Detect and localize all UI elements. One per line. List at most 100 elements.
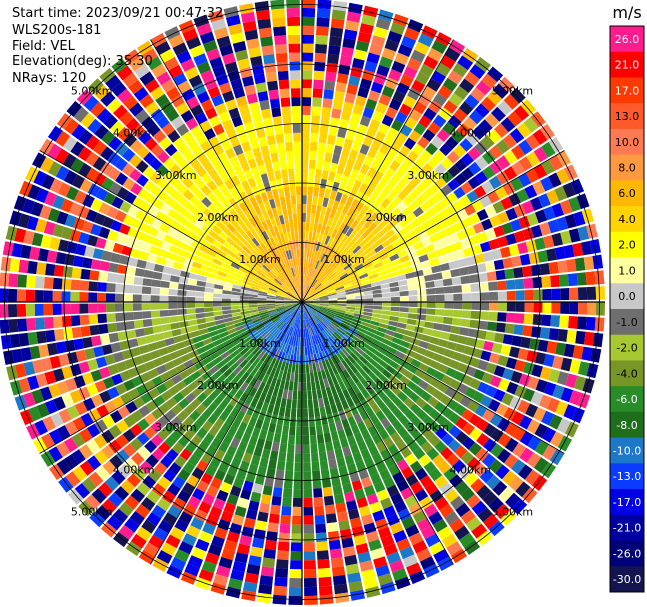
- gate-cell: [449, 359, 461, 370]
- range-ring-label: 5.00km: [492, 505, 534, 518]
- gate-cell: [129, 139, 144, 153]
- gate-cell: [237, 327, 247, 335]
- gate-cell: [116, 419, 129, 433]
- gate-cell: [495, 269, 506, 281]
- gate-cell: [426, 302, 436, 308]
- gate-cell: [576, 193, 590, 210]
- gate-cell: [93, 346, 104, 358]
- gate-cell: [303, 444, 310, 454]
- gate-cell: [207, 168, 219, 180]
- gate-cell: [182, 533, 197, 547]
- gate-cell: [267, 385, 275, 396]
- gate-cell: [342, 318, 352, 324]
- gate-cell: [441, 374, 453, 386]
- gate-cell: [87, 183, 101, 197]
- colorbar-tick-label: 1.0: [618, 264, 636, 277]
- gate-cell: [133, 319, 144, 329]
- gate-cell: [466, 190, 479, 203]
- gate-cell: [421, 237, 432, 247]
- gate-cell: [170, 557, 186, 571]
- gate-cell: [418, 254, 429, 263]
- gate-cell: [268, 310, 277, 315]
- gate-cell: [50, 412, 64, 428]
- gate-cell: [88, 303, 98, 314]
- gate-cell: [504, 453, 519, 469]
- gate-cell: [102, 216, 115, 229]
- gate-cell: [562, 182, 576, 198]
- gate-cell: [375, 363, 386, 373]
- gate-cell: [302, 399, 308, 409]
- gate-cell: [177, 302, 187, 309]
- gate-cell: [589, 239, 601, 254]
- gate-cell: [310, 302, 320, 304]
- gate-cell: [380, 383, 391, 395]
- gate-cell: [307, 267, 311, 277]
- gate-cell: [477, 381, 490, 394]
- gate-cell: [204, 254, 215, 263]
- gate-cell: [259, 328, 268, 336]
- gate-cell: [207, 86, 221, 99]
- gate-cell: [230, 175, 241, 187]
- gate-cell: [550, 315, 561, 328]
- gate-cell: [286, 353, 291, 363]
- gate-cell: [279, 242, 286, 253]
- gate-cell: [177, 468, 191, 482]
- gate-cell: [431, 329, 442, 338]
- gate-cell: [220, 262, 231, 270]
- gate-cell: [228, 266, 239, 273]
- gate-cell: [260, 253, 268, 263]
- gate-cell: [320, 178, 327, 189]
- gate-cell: [218, 231, 229, 241]
- gate-cell: [286, 452, 295, 463]
- gate-cell: [358, 239, 368, 248]
- gate-cell: [329, 323, 338, 330]
- gate-cell: [232, 284, 242, 289]
- gate-cell: [364, 485, 376, 497]
- gate-cell: [413, 447, 426, 460]
- gate-cell: [112, 396, 125, 409]
- gate-cell: [90, 223, 102, 236]
- gate-cell: [448, 233, 460, 244]
- gate-cell: [252, 147, 262, 158]
- gate-cell: [292, 506, 302, 516]
- gate-cell: [289, 569, 302, 579]
- gate-cell: [526, 212, 539, 226]
- gate-cell: [308, 168, 315, 178]
- gate-cell: [88, 281, 98, 292]
- gate-cell: [319, 305, 329, 309]
- gate-cell: [360, 276, 370, 283]
- gate-cell: [289, 177, 296, 187]
- gate-cell: [592, 332, 604, 348]
- gate-cell: [470, 283, 480, 292]
- gate-cell: [352, 451, 363, 463]
- gate-cell: [236, 152, 247, 164]
- gate-cell: [314, 52, 327, 63]
- gate-cell: [276, 307, 286, 312]
- gate-cell: [197, 323, 208, 330]
- gate-cell: [407, 313, 418, 320]
- gate-cell: [348, 149, 359, 161]
- gate-cell: [302, 230, 306, 240]
- gate-cell: [156, 115, 170, 129]
- gate-cell: [130, 488, 145, 503]
- gate-cell: [353, 413, 363, 424]
- gate-cell: [210, 582, 226, 595]
- gate-cell: [175, 102, 190, 116]
- gate-cell: [143, 151, 156, 165]
- gate-cell: [307, 390, 313, 400]
- gate-cell: [336, 290, 346, 295]
- gate-cell: [167, 504, 182, 519]
- gate-cell: [43, 290, 53, 302]
- gate-cell: [347, 463, 358, 474]
- gate-cell: [303, 310, 305, 320]
- gate-cell: [286, 398, 292, 409]
- gate-cell: [302, 177, 308, 187]
- gate-cell: [350, 352, 359, 362]
- gate-cell: [334, 90, 345, 102]
- gate-cell: [64, 118, 80, 135]
- gate-cell: [186, 96, 200, 110]
- gate-cell: [296, 284, 300, 294]
- gate-cell: [308, 277, 313, 286]
- gate-cell: [360, 378, 370, 389]
- gate-cell: [232, 315, 242, 321]
